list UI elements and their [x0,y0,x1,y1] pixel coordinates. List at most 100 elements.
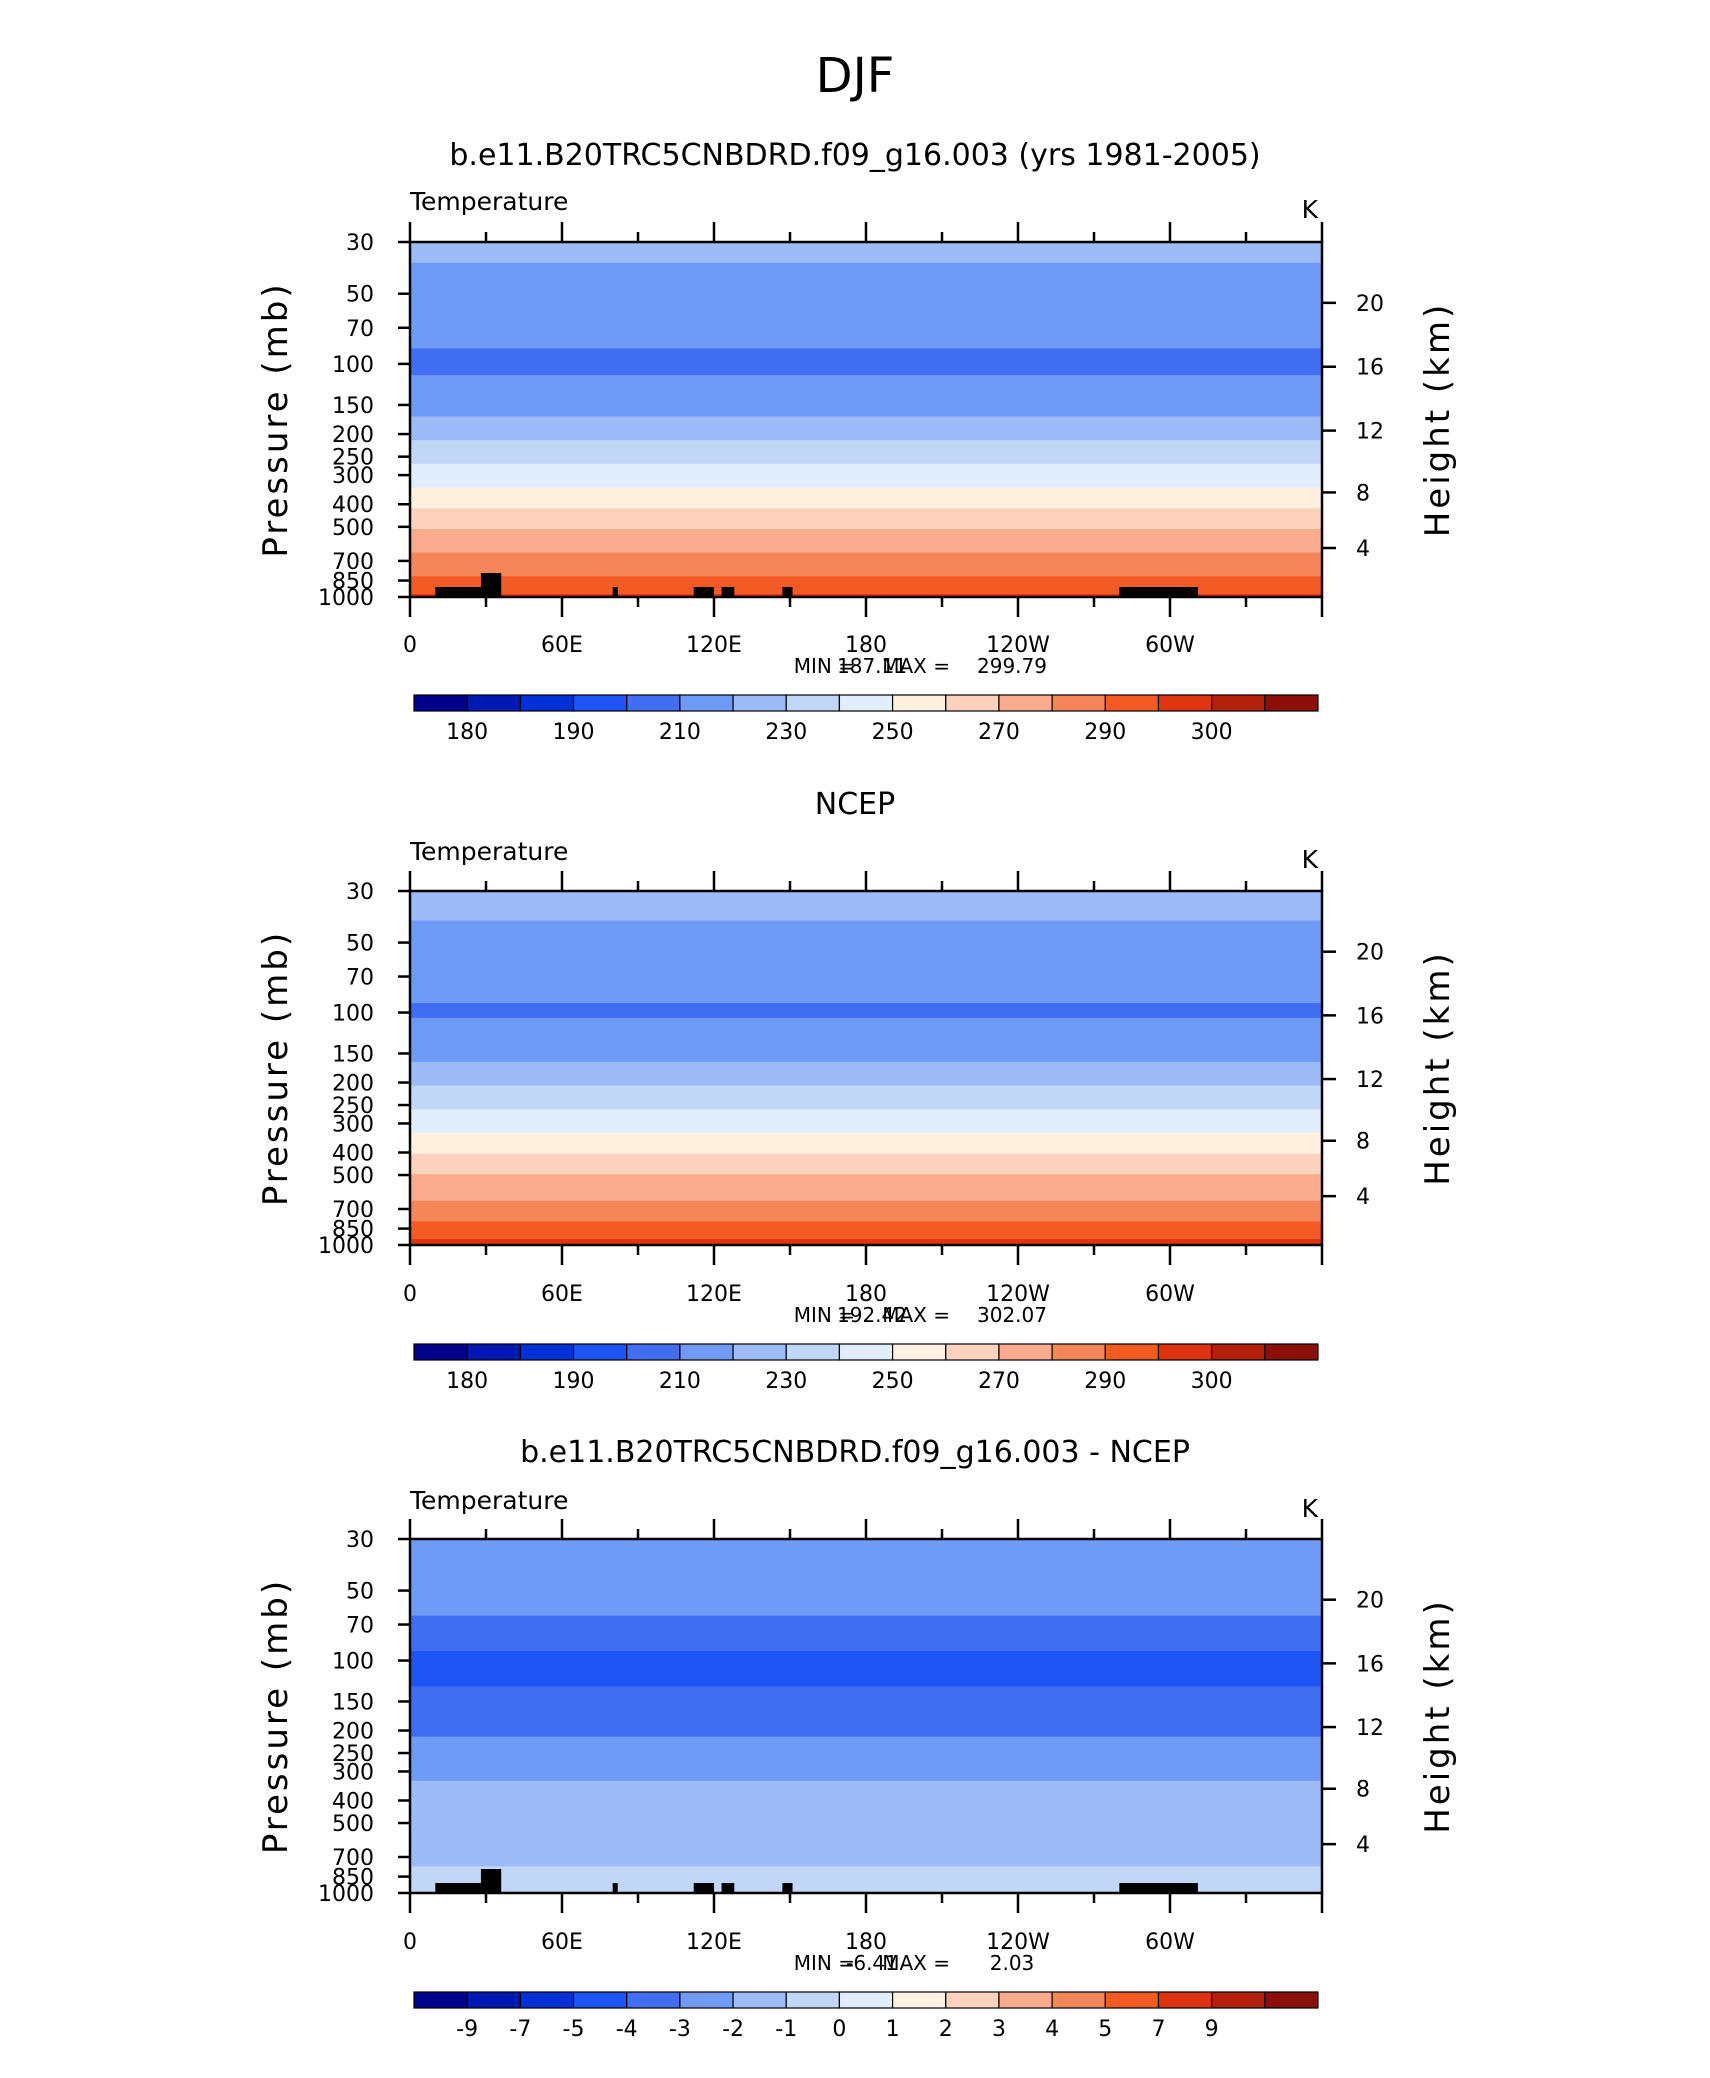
colorbar-box [519,1343,575,1361]
contour-band [410,469,1322,474]
y-axis-height: 20 16 12 8 4 Height (km) [1322,941,1458,1210]
y-tick-label: 400 [332,493,374,518]
colorbar-label: 230 [765,1369,807,1394]
panel-title: NCEP [815,787,895,822]
contour-band [410,944,1322,948]
contour-band [410,1600,1322,1605]
colorbar-label: 270 [978,720,1020,745]
contour-band [410,345,1322,350]
contour-band [410,1775,1322,1779]
colorbar-box [1211,694,1266,712]
contour-band [410,1739,1322,1744]
contour-band [410,265,1322,270]
contour-band [410,543,1322,548]
contour-band [410,588,1322,592]
colorbar: 180 190 210 230 250 270 290 300 [413,1343,1319,1394]
y-tick-label: 400 [332,1141,374,1166]
contour-band [410,1801,1322,1806]
contour-band [410,1118,1322,1122]
max-stat-value: 302.07 [977,1303,1047,1327]
contour-band [410,1547,1322,1552]
contour-band [410,493,1322,498]
contour-band [410,1082,1322,1087]
contour-band [410,1112,1322,1116]
contour-band [410,310,1322,314]
y-tick-label: 700 [332,1198,374,1223]
contour-band [410,490,1322,495]
contour-band [410,941,1322,945]
contour-band [410,1188,1322,1193]
contour-band [410,256,1322,261]
contour-band [410,425,1322,429]
y-tick-label: 100 [332,1002,374,1027]
contour-band [410,1692,1322,1696]
contour-band [410,298,1322,302]
contour-band [410,1186,1322,1190]
y2-tick-label: 12 [1356,1716,1384,1741]
contour-band [410,964,1322,969]
y2-axis-title: Height (km) [1418,1598,1458,1834]
colorbar-label: 210 [659,720,701,745]
contour-band [410,970,1322,975]
contour-band [410,938,1322,942]
contour-band [410,549,1322,554]
colorbar-box [679,1991,734,2009]
contour-band [410,511,1322,515]
contour-band [410,1813,1322,1817]
topography-mask [435,587,494,597]
contour-band [410,378,1322,382]
contour-band [410,1783,1322,1788]
max-stat-label: MAX = [882,654,950,678]
contour-band [410,330,1322,335]
colorbar-box [998,1343,1053,1361]
contour-band [410,1544,1322,1549]
colorbar-label: 4 [1045,2017,1059,2042]
colorbar-box [1051,1991,1106,2009]
contour-band [410,1209,1322,1214]
variable-label: Temperature [409,1486,568,1515]
contour-band [410,1639,1322,1643]
contour-band [410,520,1322,524]
contour-band [410,262,1322,267]
contour-band [410,1615,1322,1620]
contour-band [410,289,1322,293]
x-tick-label: 60E [541,1282,583,1307]
contour-band [410,1642,1322,1646]
contour-band [410,1695,1322,1699]
contour-band [410,558,1322,563]
colorbar-box [732,1343,787,1361]
contour-band [410,1053,1322,1057]
colorbar-box [626,694,681,712]
contour-band [410,1686,1322,1691]
colorbar-label: 180 [446,1369,488,1394]
x-tick-label: 0 [403,633,417,658]
contour-band [410,531,1322,536]
contour-band [410,1748,1322,1752]
contour-band [410,1636,1322,1640]
contour-band [410,481,1322,486]
contour-band [410,905,1322,910]
contour-band [410,1822,1322,1826]
contour-band [410,929,1322,933]
contour-band [410,1863,1322,1868]
contour-band [410,1076,1322,1081]
contour-band [410,354,1322,358]
y-tick-label: 500 [332,1164,374,1189]
contour-band [410,1603,1322,1608]
contour-band [410,1174,1322,1178]
contour-band [410,1124,1322,1128]
x-tick-label: 60E [541,633,583,658]
contour-band [410,1769,1322,1773]
contour-band [410,1230,1322,1234]
contour-band [410,579,1322,583]
contour-band [410,1836,1322,1841]
contour-band [410,1609,1322,1614]
contour-band [410,1621,1322,1626]
contour-band [410,1070,1322,1075]
y-tick-label: 850 [332,1218,374,1243]
colorbar-label: 9 [1205,2017,1219,2042]
contour-band [410,1006,1322,1010]
contour-band [410,422,1322,427]
contour-band [410,336,1322,341]
